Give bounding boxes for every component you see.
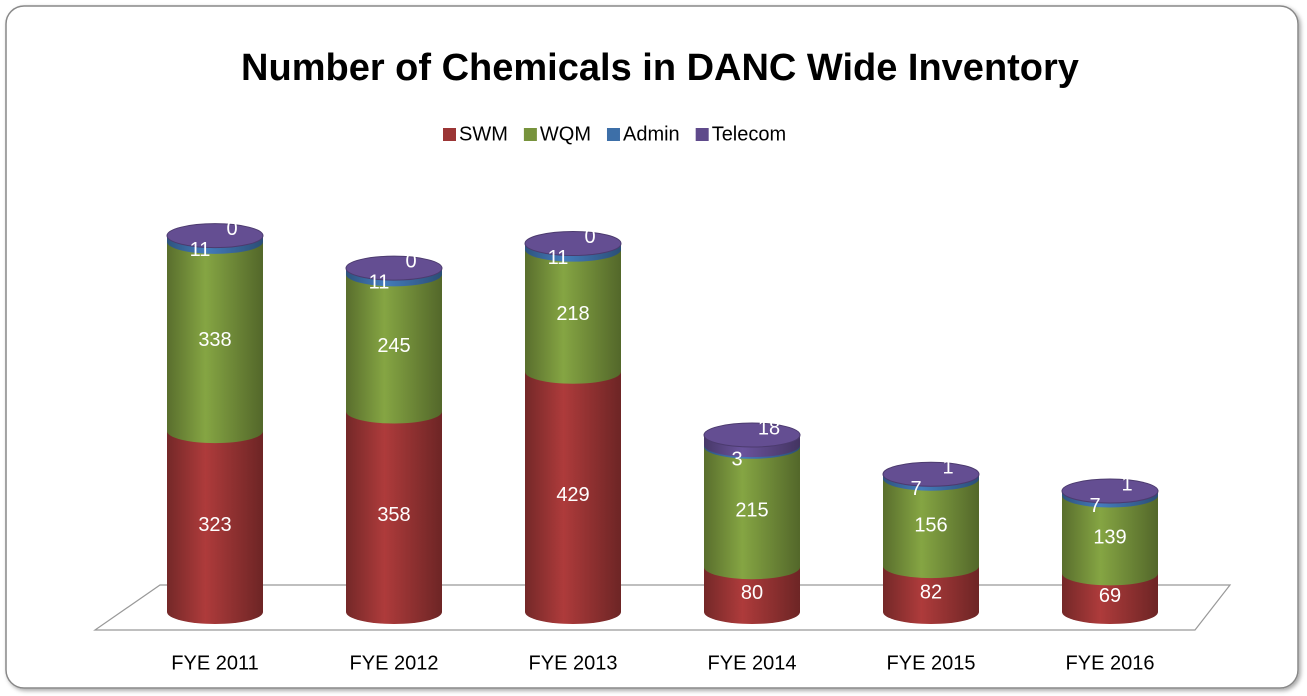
data-label: 0 (584, 226, 595, 248)
legend-label: Admin (623, 123, 680, 145)
legend-label: Telecom (712, 123, 786, 145)
data-label: 1 (942, 457, 953, 479)
cylinder-top (1061, 478, 1159, 504)
chart-title: Number of Chemicals in DANC Wide Invento… (241, 47, 1079, 89)
data-label: 3 (731, 448, 742, 470)
data-label: 11 (190, 239, 211, 261)
data-label: 245 (377, 335, 410, 357)
cylinder-segment (346, 274, 442, 424)
data-label: 7 (1089, 495, 1100, 517)
legend-swatch (523, 128, 537, 141)
cylinder-segment (1062, 573, 1158, 624)
legend-swatch (443, 128, 456, 141)
cylinder-top (166, 223, 264, 249)
data-label: 80 (741, 582, 763, 604)
legend-label: WQM (540, 123, 591, 145)
data-label: 11 (369, 271, 390, 293)
floor (93, 584, 1232, 631)
cylinder-segment (167, 431, 263, 624)
data-label: 0 (405, 250, 416, 272)
cylinder-segment (167, 241, 263, 444)
cylinder-top (882, 461, 980, 487)
data-label: 0 (226, 218, 237, 240)
data-label: 429 (556, 484, 589, 506)
legend-swatch (606, 128, 620, 141)
cylinder-segment (704, 567, 800, 624)
cylinder-top (703, 422, 801, 448)
cylinder-segment (525, 249, 621, 384)
data-label: 338 (198, 329, 231, 351)
data-label: 323 (198, 514, 231, 536)
legend-label: SWM (459, 123, 508, 145)
cylinder-top (345, 255, 443, 281)
data-label: 18 (758, 417, 780, 439)
data-label: 82 (920, 581, 942, 603)
cylinder-top (524, 231, 622, 257)
x-tick-label: FYE 2015 (887, 652, 976, 674)
cylinder-segment (883, 478, 979, 579)
x-tick-label: FYE 2012 (350, 652, 439, 674)
data-label: 358 (377, 504, 410, 526)
data-label: 11 (548, 247, 569, 269)
data-label: 215 (735, 499, 768, 521)
cylinder-segment (704, 446, 800, 580)
cylinder-segment (346, 411, 442, 624)
data-label: 1 (1121, 473, 1132, 495)
data-label: 218 (556, 303, 589, 325)
data-label: 156 (914, 515, 947, 537)
cylinder-segment (525, 371, 621, 624)
data-label: 7 (910, 478, 921, 500)
legend-swatch (695, 128, 709, 141)
data-label: 139 (1093, 527, 1126, 549)
cylinder-segment (1062, 495, 1158, 586)
x-tick-label: FYE 2014 (708, 652, 797, 674)
x-tick-label: FYE 2013 (529, 652, 618, 674)
cylinder-segment (883, 566, 979, 624)
data-label: 69 (1099, 585, 1121, 607)
x-tick-label: FYE 2016 (1066, 652, 1155, 674)
x-tick-label: FYE 2011 (171, 652, 258, 674)
